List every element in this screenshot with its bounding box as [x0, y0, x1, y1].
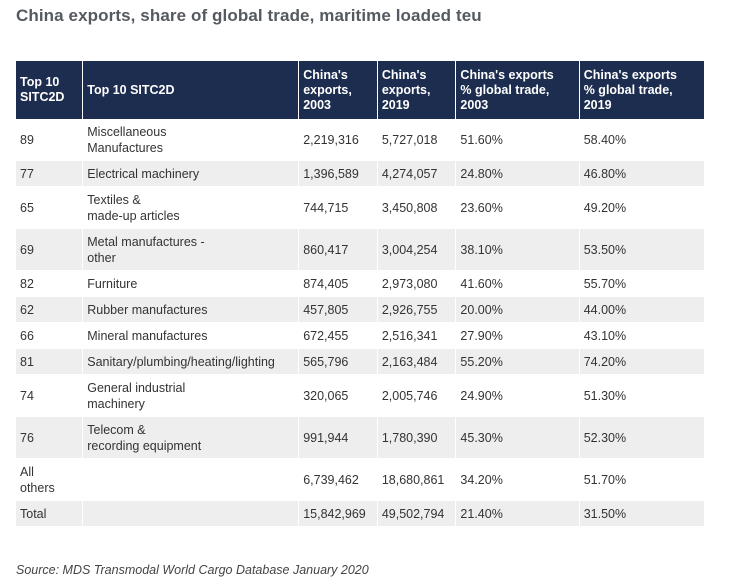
cell-share-2019: 53.50%: [579, 229, 704, 271]
cell-code: 65: [16, 187, 84, 229]
cell-category: General industrial machinery: [83, 375, 300, 417]
table-row: 69 Metal manufactures - other 860,417 3,004…: [16, 229, 704, 271]
cell-code: 82: [16, 271, 84, 297]
cell-exports-2019: 2,926,755: [377, 297, 457, 323]
cell-code: All others: [16, 459, 84, 501]
cell-exports-2019: 5,727,018: [377, 119, 457, 161]
header-share-2003: China's exports% global trade, 2003: [456, 61, 580, 119]
header-exports-2019: China's exports, 2019: [377, 61, 457, 119]
cell-code: 81: [16, 349, 84, 375]
cell-share-2019: 51.70%: [579, 459, 704, 501]
table-header-row: Top 10 SITC2D Top 10 SITC2D China's export…: [16, 61, 704, 119]
cell-share-2019: 44.00%: [579, 297, 704, 323]
cell-share-2003: 45.30%: [456, 417, 580, 459]
cell-share-2003: 41.60%: [456, 271, 580, 297]
table-row: 77 Electrical machinery 1,396,589 4,274,057…: [16, 161, 704, 187]
cell-exports-2003: 2,219,316: [299, 119, 378, 161]
cell-share-2019: 58.40%: [579, 119, 704, 161]
cell-share-2019: 43.10%: [579, 323, 704, 349]
cell-exports-2003: 565,796: [299, 349, 378, 375]
cell-code: Total: [16, 501, 84, 527]
header-share-2019: China's exports% global trade, 2019: [579, 61, 704, 119]
cell-exports-2019: 18,680,861: [377, 459, 457, 501]
cell-share-2019: 51.30%: [579, 375, 704, 417]
cell-share-2019: 74.20%: [579, 349, 704, 375]
cell-exports-2003: 15,842,969: [299, 501, 378, 527]
table-row: 81 Sanitary/plumbing/heating/lighting 565,…: [16, 349, 704, 375]
cell-category: Textiles & made-up articles: [83, 187, 300, 229]
cell-code: 76: [16, 417, 84, 459]
cell-share-2019: 46.80%: [579, 161, 704, 187]
table-row: 89 Miscellaneous Manufactures 2,219,316 5,7…: [16, 119, 704, 161]
cell-code: 66: [16, 323, 84, 349]
cell-exports-2019: 2,516,341: [377, 323, 457, 349]
header-exports-2003: China's exports, 2003: [299, 61, 378, 119]
cell-share-2019: 52.30%: [579, 417, 704, 459]
cell-share-2003: 27.90%: [456, 323, 580, 349]
cell-category: Sanitary/plumbing/heating/lighting: [83, 349, 300, 375]
cell-exports-2019: 2,163,484: [377, 349, 457, 375]
cell-exports-2003: 744,715: [299, 187, 378, 229]
cell-share-2019: 31.50%: [579, 501, 704, 527]
cell-exports-2019: 3,004,254: [377, 229, 457, 271]
cell-exports-2003: 874,405: [299, 271, 378, 297]
table-row: 66 Mineral manufactures 672,455 2,516,341 27…: [16, 323, 704, 349]
cell-category: Furniture: [83, 271, 300, 297]
header-category: Top 10 SITC2D: [83, 61, 300, 119]
cell-category: [83, 501, 300, 527]
cell-share-2003: 24.90%: [456, 375, 580, 417]
cell-category: Mineral manufactures: [83, 323, 300, 349]
cell-category: Rubber manufactures: [83, 297, 300, 323]
table-row: 62 Rubber manufactures 457,805 2,926,755 20.…: [16, 297, 704, 323]
page-title: China exports, share of global trade, ma…: [16, 6, 482, 25]
cell-code: 69: [16, 229, 84, 271]
header-code: Top 10 SITC2D: [16, 61, 84, 119]
cell-exports-2003: 672,455: [299, 323, 378, 349]
cell-exports-2003: 991,944: [299, 417, 378, 459]
cell-share-2003: 55.20%: [456, 349, 580, 375]
cell-exports-2003: 320,065: [299, 375, 378, 417]
cell-exports-2019: 1,780,390: [377, 417, 457, 459]
cell-share-2003: 34.20%: [456, 459, 580, 501]
cell-category: Telecom & recording equipment: [83, 417, 300, 459]
cell-share-2019: 55.70%: [579, 271, 704, 297]
cell-exports-2019: 2,973,080: [377, 271, 457, 297]
table-row: 76 Telecom & recording equipment 991,944 1,…: [16, 417, 704, 459]
exports-table: Top 10 SITC2D Top 10 SITC2D China's export…: [16, 61, 704, 527]
cell-share-2003: 23.60%: [456, 187, 580, 229]
cell-exports-2019: 2,005,746: [377, 375, 457, 417]
cell-exports-2003: 1,396,589: [299, 161, 378, 187]
cell-exports-2019: 4,274,057: [377, 161, 457, 187]
cell-share-2019: 49.20%: [579, 187, 704, 229]
table-row: 74 General industrial machinery 320,065 2,0…: [16, 375, 704, 417]
cell-share-2003: 20.00%: [456, 297, 580, 323]
source-note: Source: MDS Transmodal World Cargo Datab…: [16, 563, 369, 577]
cell-exports-2003: 6,739,462: [299, 459, 378, 501]
cell-share-2003: 24.80%: [456, 161, 580, 187]
table-row: Total 15,842,969 49,502,794 21.40% 31.50%: [16, 501, 704, 527]
cell-category: Miscellaneous Manufactures: [83, 119, 300, 161]
cell-exports-2003: 860,417: [299, 229, 378, 271]
cell-code: 77: [16, 161, 84, 187]
cell-category: Metal manufactures - other: [83, 229, 300, 271]
cell-share-2003: 51.60%: [456, 119, 580, 161]
table-row: 65 Textiles & made-up articles 744,715 3,45…: [16, 187, 704, 229]
cell-code: 62: [16, 297, 84, 323]
cell-category: Electrical machinery: [83, 161, 300, 187]
cell-share-2003: 38.10%: [456, 229, 580, 271]
cell-exports-2019: 49,502,794: [377, 501, 457, 527]
cell-code: 74: [16, 375, 84, 417]
table-body: 89 Miscellaneous Manufactures 2,219,316 5,7…: [16, 119, 704, 527]
table-row: 82 Furniture 874,405 2,973,080 41.60% 55.70%: [16, 271, 704, 297]
cell-exports-2003: 457,805: [299, 297, 378, 323]
cell-share-2003: 21.40%: [456, 501, 580, 527]
cell-code: 89: [16, 119, 84, 161]
cell-category: [83, 459, 300, 501]
table-row: All others 6,739,462 18,680,861 34.20% 51.70…: [16, 459, 704, 501]
cell-exports-2019: 3,450,808: [377, 187, 457, 229]
